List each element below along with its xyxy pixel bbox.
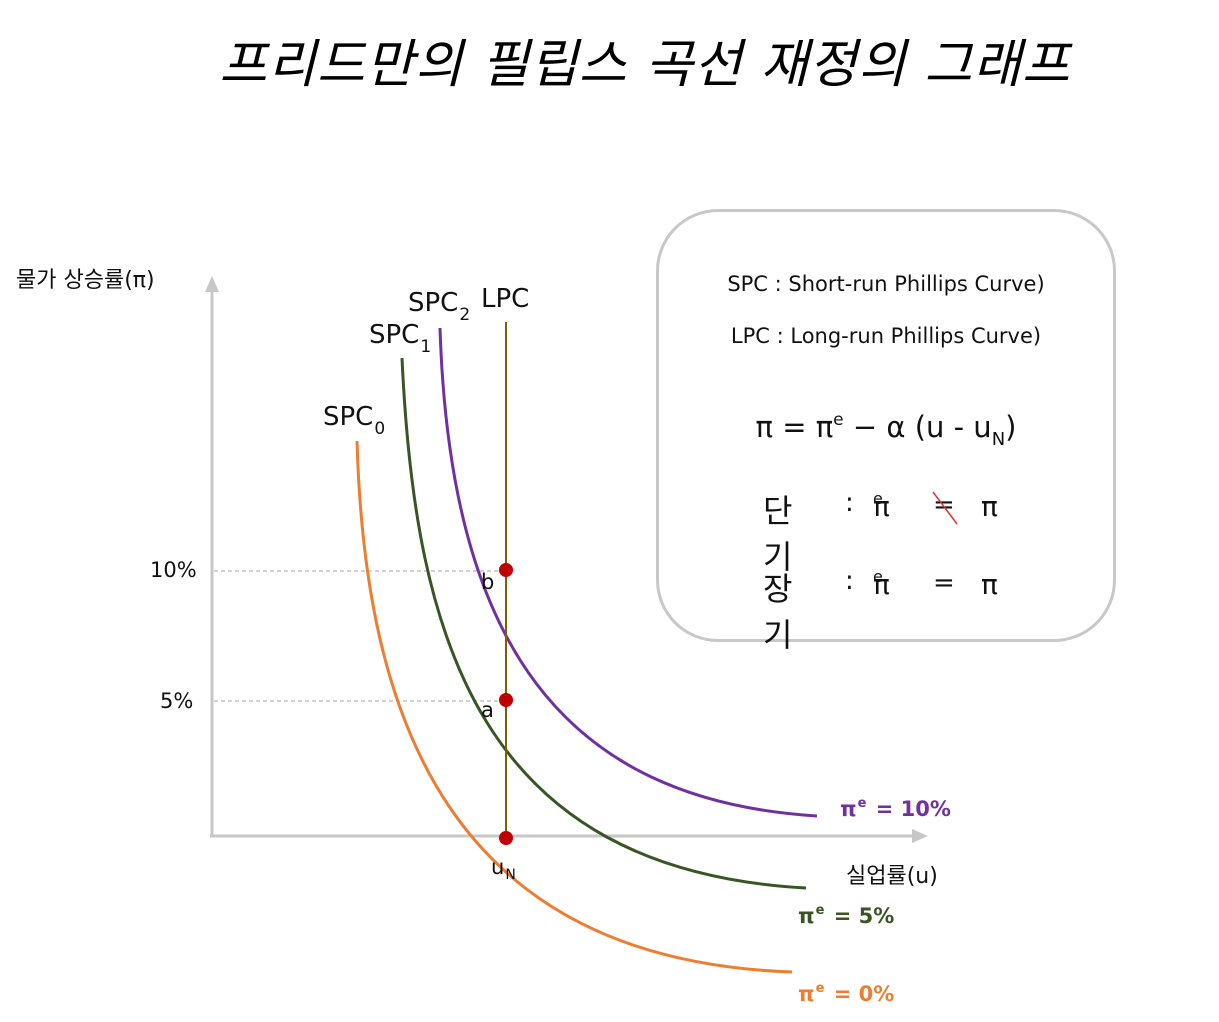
spc0-curve: [355, 440, 793, 974]
spc1-label: SPC1: [369, 320, 432, 357]
spc1-curve: [400, 357, 807, 890]
short-run-op: =: [933, 490, 955, 520]
point-b: [499, 563, 513, 577]
spc-definition: SPC : Short-run Phillips Curve): [727, 272, 1045, 296]
lpc-definition: LPC : Long-run Phillips Curve): [730, 324, 1042, 348]
spc1-expectation-label: πe = 5%: [798, 903, 895, 928]
tick-10pct: 10%: [150, 558, 197, 582]
phillips-equation: π = πe − α (u - uN): [755, 410, 1017, 450]
point-a-label: a: [481, 698, 494, 722]
tick-5pct: 5%: [160, 689, 194, 713]
x-axis-label: 실업률(u): [846, 864, 938, 889]
legend-box: SPC : Short-run Phillips Curve) LPC : Lo…: [656, 209, 1116, 654]
lpc-label: LPC: [481, 284, 530, 314]
spc2-curve: [438, 327, 818, 818]
short-run-label: 단기: [763, 492, 793, 576]
tick-un: uN: [491, 855, 516, 883]
y-axis-arrow: [205, 276, 219, 292]
x-axis-arrow: [912, 829, 928, 843]
page-title: 프리드만의 필립스 곡선 재정의 그래프: [219, 35, 1071, 95]
spc0-label: SPC0: [323, 402, 386, 439]
point-b-label: b: [481, 570, 495, 594]
point-a: [499, 693, 513, 707]
spc0-expectation-label: πe = 0%: [798, 981, 895, 1006]
not-equal-strike: [932, 491, 958, 525]
spc2-expectation-label: πe = 10%: [840, 796, 951, 821]
spc2-label: SPC2: [408, 288, 471, 325]
long-run-label: 장기: [763, 570, 793, 654]
point-un: [499, 831, 513, 845]
y-axis-label: 물가 상승률(π): [16, 268, 155, 293]
